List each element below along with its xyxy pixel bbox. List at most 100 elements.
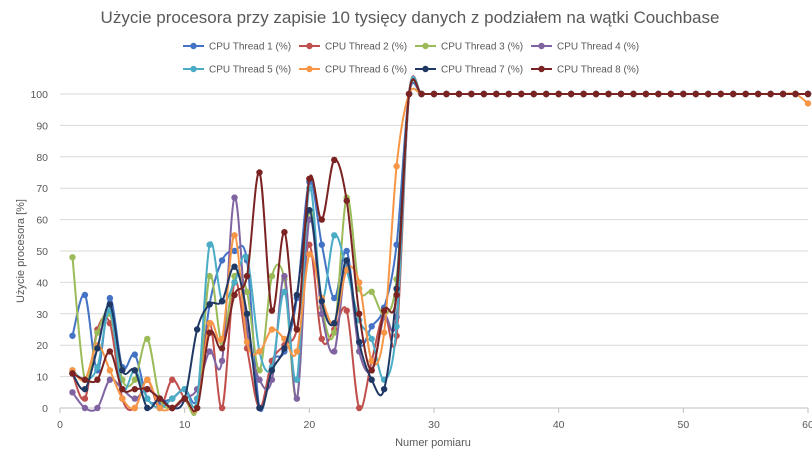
y-tick-label: 0 [42, 403, 48, 415]
data-point [418, 90, 425, 98]
data-point [268, 367, 276, 374]
legend: CPU Thread 1 (%) CPU Thread 2 (%) CPU Thre… [183, 42, 639, 76]
data-point [742, 90, 749, 98]
data-point [181, 395, 188, 402]
data-point [231, 263, 238, 270]
data-point [318, 335, 325, 343]
y-tick-label: 70 [36, 183, 48, 195]
data-point [331, 156, 338, 164]
series-8 [69, 78, 812, 413]
data-point [331, 329, 338, 336]
data-point [343, 307, 350, 314]
data-point [281, 228, 288, 236]
data-point [343, 257, 350, 264]
data-point [94, 404, 101, 412]
data-point [281, 288, 288, 296]
data-point [169, 404, 176, 412]
data-point [106, 301, 114, 308]
legend-label: CPU Thread 7 (%) [441, 65, 523, 76]
data-point [94, 376, 101, 383]
data-point [69, 254, 76, 261]
data-point [480, 90, 488, 98]
x-axis-label: Numer pomiaru [395, 437, 471, 449]
series-6 [69, 87, 812, 413]
data-point [779, 90, 787, 98]
data-point [804, 100, 812, 107]
series-4 [69, 76, 812, 412]
data-point [580, 90, 587, 98]
legend-swatch-marker [422, 42, 429, 50]
y-tick-label: 50 [36, 246, 48, 258]
data-point [667, 90, 675, 98]
data-point [804, 90, 812, 98]
data-point [218, 257, 226, 264]
data-point [243, 338, 251, 346]
y-tick-label: 60 [36, 215, 48, 227]
data-point [792, 90, 799, 98]
data-point [256, 367, 263, 374]
data-point [455, 90, 463, 98]
data-point [206, 329, 213, 336]
data-point [106, 294, 114, 302]
data-point [256, 376, 263, 383]
data-point [343, 197, 350, 204]
series-7 [69, 78, 812, 412]
data-point [617, 90, 625, 98]
data-point [293, 326, 301, 333]
data-point [218, 298, 226, 305]
data-point [206, 348, 213, 355]
data-point [543, 90, 550, 98]
data-point [331, 294, 338, 302]
data-point [368, 367, 375, 374]
data-point [94, 363, 101, 371]
data-point [119, 367, 126, 374]
data-point [393, 291, 400, 299]
y-tick-label: 100 [30, 89, 48, 101]
data-point [655, 90, 662, 98]
data-point [81, 291, 89, 299]
legend-label: CPU Thread 1 (%) [209, 42, 291, 53]
series-line [71, 78, 808, 411]
data-point [106, 367, 114, 374]
data-point [243, 310, 251, 317]
data-point [94, 329, 101, 336]
data-point [468, 90, 475, 98]
data-point [605, 90, 612, 98]
x-tick-label: 60 [802, 419, 812, 431]
data-point [193, 404, 201, 412]
legend-label: CPU Thread 8 (%) [557, 65, 639, 76]
legend-item: CPU Thread 5 (%) [183, 65, 291, 76]
legend-swatch-marker [306, 42, 313, 50]
series-5 [69, 75, 812, 412]
data-point [642, 90, 650, 98]
data-point [443, 90, 450, 98]
data-point [306, 175, 313, 182]
data-point [293, 395, 301, 402]
data-point [144, 376, 151, 383]
legend-swatch-marker [190, 42, 197, 50]
data-point [218, 335, 226, 343]
data-point [119, 385, 126, 393]
data-point [131, 404, 138, 412]
data-point [206, 272, 213, 280]
legend-label: CPU Thread 5 (%) [209, 65, 291, 76]
data-point [705, 90, 712, 98]
data-point [293, 376, 301, 383]
data-point [356, 279, 363, 286]
legend-item: CPU Thread 8 (%) [531, 65, 639, 76]
y-axis-label: Użycie procesora [%] [15, 199, 27, 303]
data-point [281, 345, 288, 352]
series-line [71, 76, 808, 412]
data-point [368, 376, 375, 383]
y-tick-label: 90 [36, 120, 48, 132]
data-point [106, 376, 114, 383]
data-point [131, 367, 138, 374]
data-point [218, 357, 226, 365]
data-point [754, 90, 762, 98]
data-point [81, 376, 89, 383]
data-point [318, 298, 325, 305]
series-line [71, 78, 808, 413]
data-point [380, 385, 388, 393]
data-point [730, 90, 737, 98]
